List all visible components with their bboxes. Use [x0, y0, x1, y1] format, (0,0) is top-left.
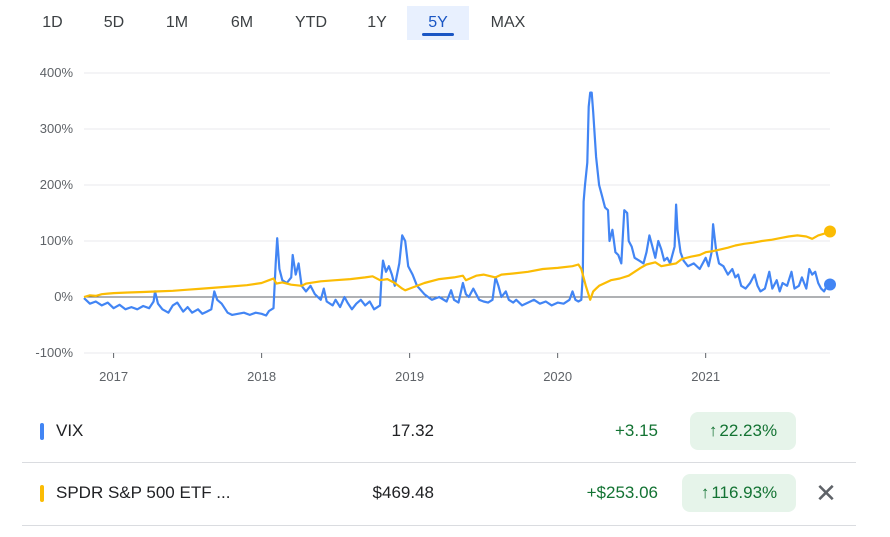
- x-tick-label: 2018: [247, 369, 276, 384]
- y-tick-label: -100%: [35, 345, 73, 360]
- x-tick-label: 2017: [99, 369, 128, 384]
- range-tab-label: 5D: [103, 14, 125, 31]
- range-tab-max[interactable]: MAX: [469, 6, 547, 40]
- y-tick-label: 400%: [40, 65, 74, 80]
- series-percent-badge: ↑ 116.93%: [682, 474, 796, 512]
- range-tab-label: 6M: [230, 14, 254, 31]
- series-percent-badge: ↑ 22.23%: [690, 412, 796, 450]
- series-percent: 22.23%: [719, 421, 778, 440]
- x-tick-label: 2019: [395, 369, 424, 384]
- range-tab-5y[interactable]: 5Y: [407, 6, 469, 40]
- range-tab-label: 1M: [165, 14, 189, 31]
- range-tab-1m[interactable]: 1M: [145, 6, 209, 40]
- comparison-chart[interactable]: -100% 0% 100% 200% 300% 400% 2017 2018 2019 2020 2…: [0, 50, 890, 395]
- range-tab-label: 1Y: [367, 14, 387, 31]
- range-tab-5d[interactable]: 5D: [83, 6, 145, 40]
- series-name: SPDR S&P 500 ETF ...: [56, 483, 231, 502]
- range-tab-label: 1D: [42, 14, 63, 31]
- legend-row-vix[interactable]: VIX 17.32 +3.15 ↑ 22.23%: [22, 401, 856, 463]
- arrow-up-icon: ↑: [700, 483, 710, 502]
- series-line-spy: [83, 230, 831, 301]
- range-tab-1d[interactable]: 1D: [22, 6, 83, 40]
- series-line-vix: [83, 91, 831, 317]
- range-tab-1y[interactable]: 1Y: [347, 6, 407, 40]
- series-swatch-spy: [40, 485, 44, 502]
- y-tick-label: 300%: [40, 121, 74, 136]
- series-endpoint-spy: [824, 225, 836, 238]
- range-tabs: 1D 5D 1M 6M YTD 1Y 5Y MAX: [22, 6, 547, 40]
- x-tick-label: 2021: [691, 369, 720, 384]
- range-tab-ytd[interactable]: YTD: [275, 6, 347, 40]
- series-swatch-vix: [40, 423, 44, 440]
- legend-row-spy[interactable]: SPDR S&P 500 ETF ... $469.48 +$253.06 ↑ 1…: [22, 462, 856, 526]
- range-tab-label: YTD: [295, 14, 327, 31]
- series-name: VIX: [56, 421, 84, 440]
- range-tab-label: 5Y: [428, 14, 448, 31]
- y-tick-label: 200%: [40, 177, 74, 192]
- close-icon[interactable]: ✕: [815, 478, 837, 508]
- series-change: +3.15: [614, 421, 658, 440]
- series-change: +$253.06: [586, 483, 658, 502]
- selected-tab-indicator: [422, 33, 454, 36]
- series-price: $469.48: [372, 483, 434, 502]
- series-percent: 116.93%: [711, 483, 778, 502]
- series-endpoint-vix: [824, 278, 836, 291]
- y-tick-label: 100%: [40, 233, 74, 248]
- range-tab-label: MAX: [490, 14, 526, 31]
- arrow-up-icon: ↑: [708, 421, 718, 440]
- series-price: 17.32: [391, 421, 434, 440]
- range-tab-6m[interactable]: 6M: [209, 6, 275, 40]
- y-tick-label: 0%: [54, 289, 73, 304]
- x-tick-label: 2020: [543, 369, 572, 384]
